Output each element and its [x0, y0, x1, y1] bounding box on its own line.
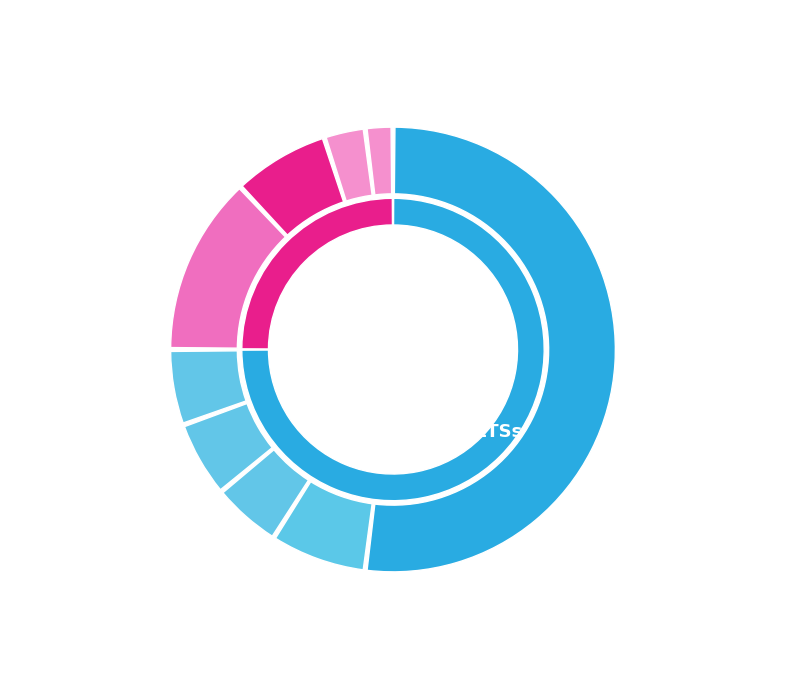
Text: Carbon
Taxes: Carbon Taxes [327, 315, 388, 349]
Text: ETSs: ETSs [474, 424, 522, 441]
Wedge shape [242, 138, 343, 235]
Wedge shape [223, 449, 308, 536]
Text: ETSs: ETSs [422, 340, 471, 359]
Wedge shape [326, 129, 372, 201]
Wedge shape [367, 127, 615, 572]
Wedge shape [171, 351, 246, 423]
Text: Carbon
Taxes: Carbon Taxes [362, 315, 424, 348]
Wedge shape [276, 482, 372, 570]
Wedge shape [242, 199, 392, 349]
Wedge shape [367, 127, 391, 195]
Wedge shape [171, 189, 285, 348]
Wedge shape [242, 199, 544, 500]
Wedge shape [185, 403, 272, 490]
